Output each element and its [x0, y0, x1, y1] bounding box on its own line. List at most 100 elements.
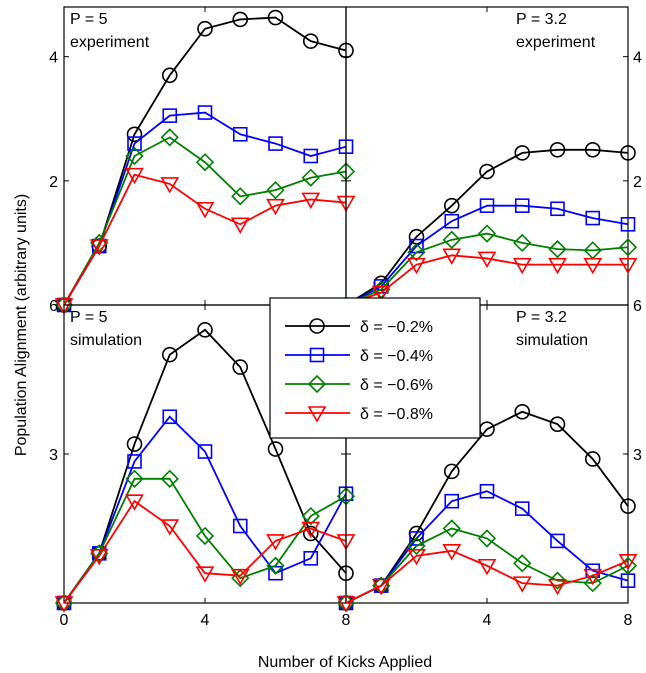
legend-label: δ = −0.6% [360, 377, 433, 394]
legend-label: δ = −0.8% [360, 406, 433, 423]
data-point [197, 444, 213, 459]
series-line [345, 410, 629, 604]
data-point [442, 519, 461, 538]
data-point [477, 529, 497, 548]
series-line [63, 173, 347, 306]
panel-bottom-right: 3 6 4 8 P = 3.2 simulation [336, 298, 642, 629]
data-point [620, 216, 636, 232]
data-point [127, 454, 142, 469]
panel-annotation: simulation [516, 332, 588, 349]
data-point [336, 596, 356, 613]
data-point [514, 403, 531, 420]
data-point [444, 493, 460, 509]
data-point [231, 187, 250, 206]
series-line [345, 527, 629, 604]
x-tick-label: 8 [624, 612, 633, 629]
data-point [303, 148, 319, 164]
data-point [442, 248, 462, 265]
panel-annotation: simulation [70, 332, 142, 349]
panel-annotation: P = 3.2 [516, 11, 567, 28]
data-point [125, 146, 144, 166]
data-point [442, 544, 462, 561]
data-point [477, 558, 497, 576]
series-line [345, 148, 629, 306]
data-point [266, 534, 285, 551]
data-point [514, 198, 530, 213]
panel-top-right: 2 4 P = 3.2 experiment [336, 6, 642, 315]
data-point [195, 153, 215, 172]
series-line [63, 499, 347, 604]
y-tick-label: 2 [49, 174, 58, 191]
data-point [548, 239, 567, 259]
data-point [160, 177, 180, 194]
y-tick-label: 3 [633, 447, 642, 464]
data-point [232, 126, 248, 142]
x-tick-label: 8 [342, 612, 351, 629]
data-point [303, 550, 319, 566]
data-point [548, 257, 567, 275]
series-line [63, 16, 347, 306]
data-point [618, 238, 638, 257]
y-axis-label: Population Alignment (arbitrary units) [13, 194, 30, 456]
data-point [477, 224, 497, 243]
data-point [266, 556, 285, 575]
series-line [345, 232, 629, 306]
data-point [195, 526, 215, 546]
data-point [301, 192, 321, 210]
data-point [197, 20, 213, 37]
legend-marker [307, 374, 327, 394]
data-point [444, 213, 460, 229]
data-point [160, 469, 179, 488]
panels: 2 4 P = 5 experiment 2 4 P = 3.2 experiment 3 6 0 4… [49, 6, 642, 629]
data-point [197, 105, 213, 120]
data-point [301, 506, 320, 526]
data-point [479, 483, 495, 499]
x-axis-label: Number of Kicks Applied [258, 654, 432, 671]
data-point [407, 536, 426, 556]
data-point [550, 533, 565, 549]
panel-bottom-left: 3 6 0 4 8 P = 5 simulation [49, 298, 356, 629]
y-tick-label: 4 [633, 50, 642, 67]
data-point [550, 201, 565, 217]
data-point [232, 518, 248, 534]
series-line [63, 136, 347, 306]
data-point [512, 576, 532, 593]
legend-marker [307, 406, 327, 423]
data-point [54, 298, 74, 315]
data-point [371, 285, 391, 303]
data-point [268, 136, 283, 151]
data-point [584, 141, 601, 158]
legend-marker [309, 318, 325, 334]
data-point [371, 578, 391, 596]
data-point [126, 126, 143, 143]
series-line [63, 328, 347, 604]
x-tick-label: 0 [60, 612, 69, 629]
data-point [301, 168, 320, 187]
legend-marker [309, 347, 325, 363]
data-point [301, 521, 321, 539]
data-point [583, 574, 602, 593]
data-point [513, 554, 532, 573]
data-point [584, 451, 601, 467]
data-point [514, 501, 530, 516]
data-point [302, 33, 319, 49]
data-point [618, 553, 638, 571]
data-point [620, 145, 636, 161]
data-point [442, 230, 461, 249]
data-point [443, 197, 460, 214]
data-point [479, 198, 495, 213]
y-tick-label: 6 [49, 298, 58, 315]
panel-annotation: experiment [70, 34, 150, 51]
data-point [125, 494, 144, 511]
data-point [583, 568, 603, 586]
data-point [89, 549, 109, 566]
data-point [161, 67, 178, 84]
data-point [232, 359, 249, 375]
data-point [126, 436, 143, 452]
x-tick-label: 4 [201, 612, 210, 629]
data-point [583, 257, 603, 275]
data-point [162, 409, 178, 425]
data-point [266, 198, 285, 216]
data-point [267, 441, 284, 457]
data-point [407, 549, 426, 566]
